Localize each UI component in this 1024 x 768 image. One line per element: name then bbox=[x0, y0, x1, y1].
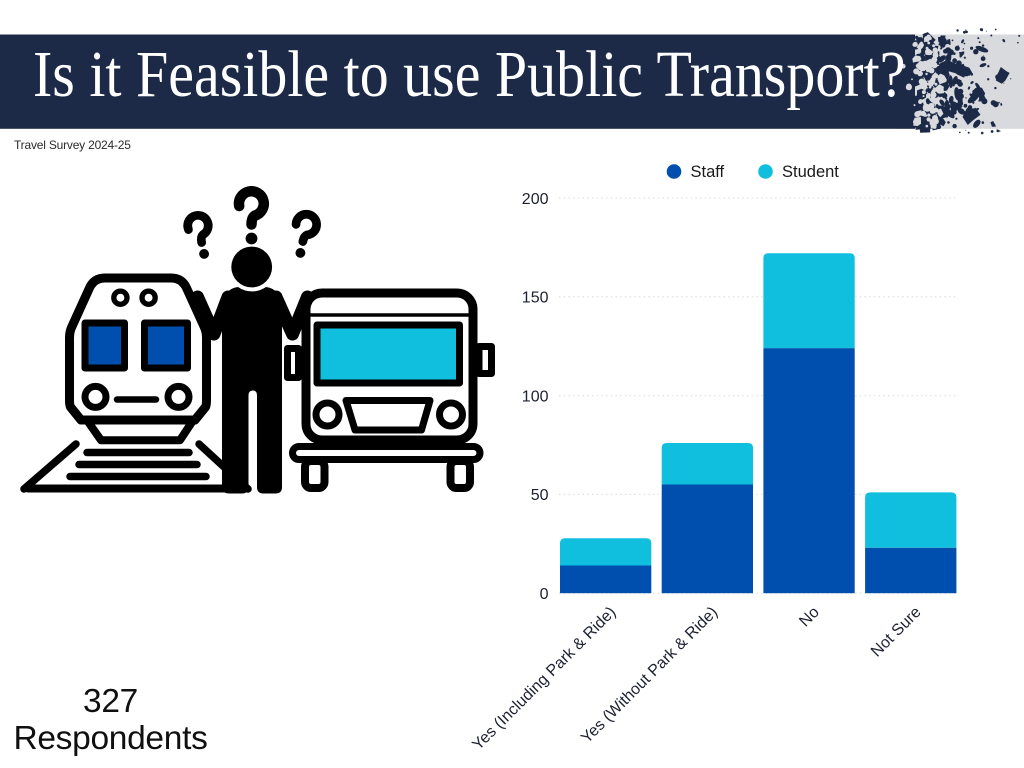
svg-text:100: 100 bbox=[522, 388, 549, 405]
svg-text:150: 150 bbox=[522, 290, 549, 307]
svg-text:Staff: Staff bbox=[691, 163, 725, 181]
svg-text:50: 50 bbox=[531, 487, 549, 504]
svg-text:200: 200 bbox=[522, 191, 549, 208]
svg-text:Not Sure: Not Sure bbox=[868, 604, 925, 661]
svg-text:0: 0 bbox=[540, 586, 549, 603]
svg-text:No: No bbox=[796, 604, 823, 631]
svg-text:Student: Student bbox=[782, 163, 839, 181]
